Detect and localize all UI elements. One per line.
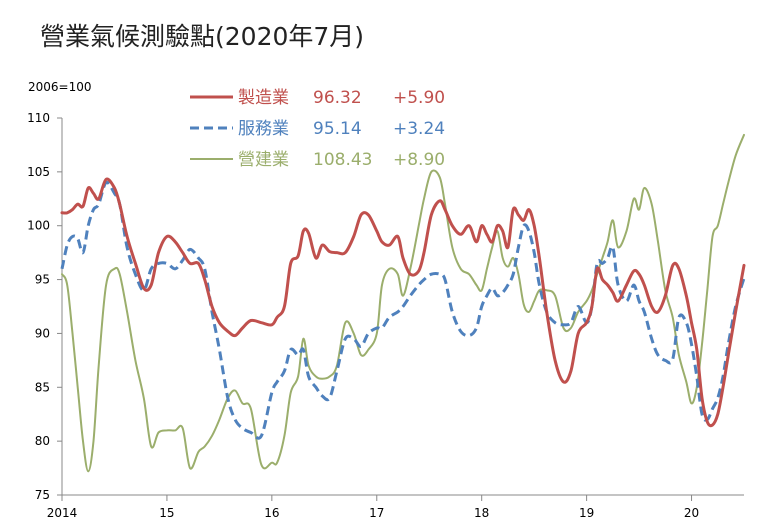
legend-change-manufacturing: +5.90 (393, 88, 445, 108)
y-axis-unit-label: 2006=100 (28, 80, 92, 94)
y-tick-label: 90 (35, 326, 50, 340)
legend-name-manufacturing: 製造業 (238, 88, 289, 108)
x-tick-label: 20 (684, 506, 699, 520)
series-line-manufacturing (60, 177, 746, 428)
legend-name-construction: 營建業 (238, 150, 289, 170)
x-tick-label: 19 (579, 506, 594, 520)
x-tick-label: 15 (159, 506, 174, 520)
y-tick-label: 95 (35, 273, 50, 287)
legend-name-services: 服務業 (238, 119, 289, 139)
legend-change-construction: +8.90 (393, 150, 445, 170)
legend-latest-services: 95.14 (313, 119, 362, 139)
y-tick-label: 80 (35, 434, 50, 448)
y-tick-label: 85 (35, 380, 50, 394)
x-tick-label: 18 (474, 506, 489, 520)
x-tick-label: 2014 (47, 506, 78, 520)
legend-latest-manufacturing: 96.32 (313, 88, 362, 108)
x-axis: 2014 15 16 17 18 19 20 (47, 494, 744, 520)
legend-change-services: +3.24 (393, 119, 445, 139)
y-axis: 75 80 85 90 95 100 105 110 (27, 111, 63, 502)
legend-latest-construction: 108.43 (313, 150, 372, 170)
x-tick-label: 17 (369, 506, 384, 520)
chart-title: 營業氣候測驗點(2020年7月) (40, 22, 364, 51)
y-tick-label: 105 (27, 165, 50, 179)
series-line-services (60, 180, 746, 440)
x-tick-label: 16 (264, 506, 279, 520)
y-tick-label: 110 (27, 111, 50, 125)
y-tick-label: 75 (35, 488, 50, 502)
series-layer (60, 133, 746, 473)
legend: 製造業 96.32 +5.90 服務業 95.14 +3.24 營建業 108.43 +8.90 (190, 88, 445, 170)
y-tick-label: 100 (27, 219, 50, 233)
series-line-construction (61, 133, 745, 473)
